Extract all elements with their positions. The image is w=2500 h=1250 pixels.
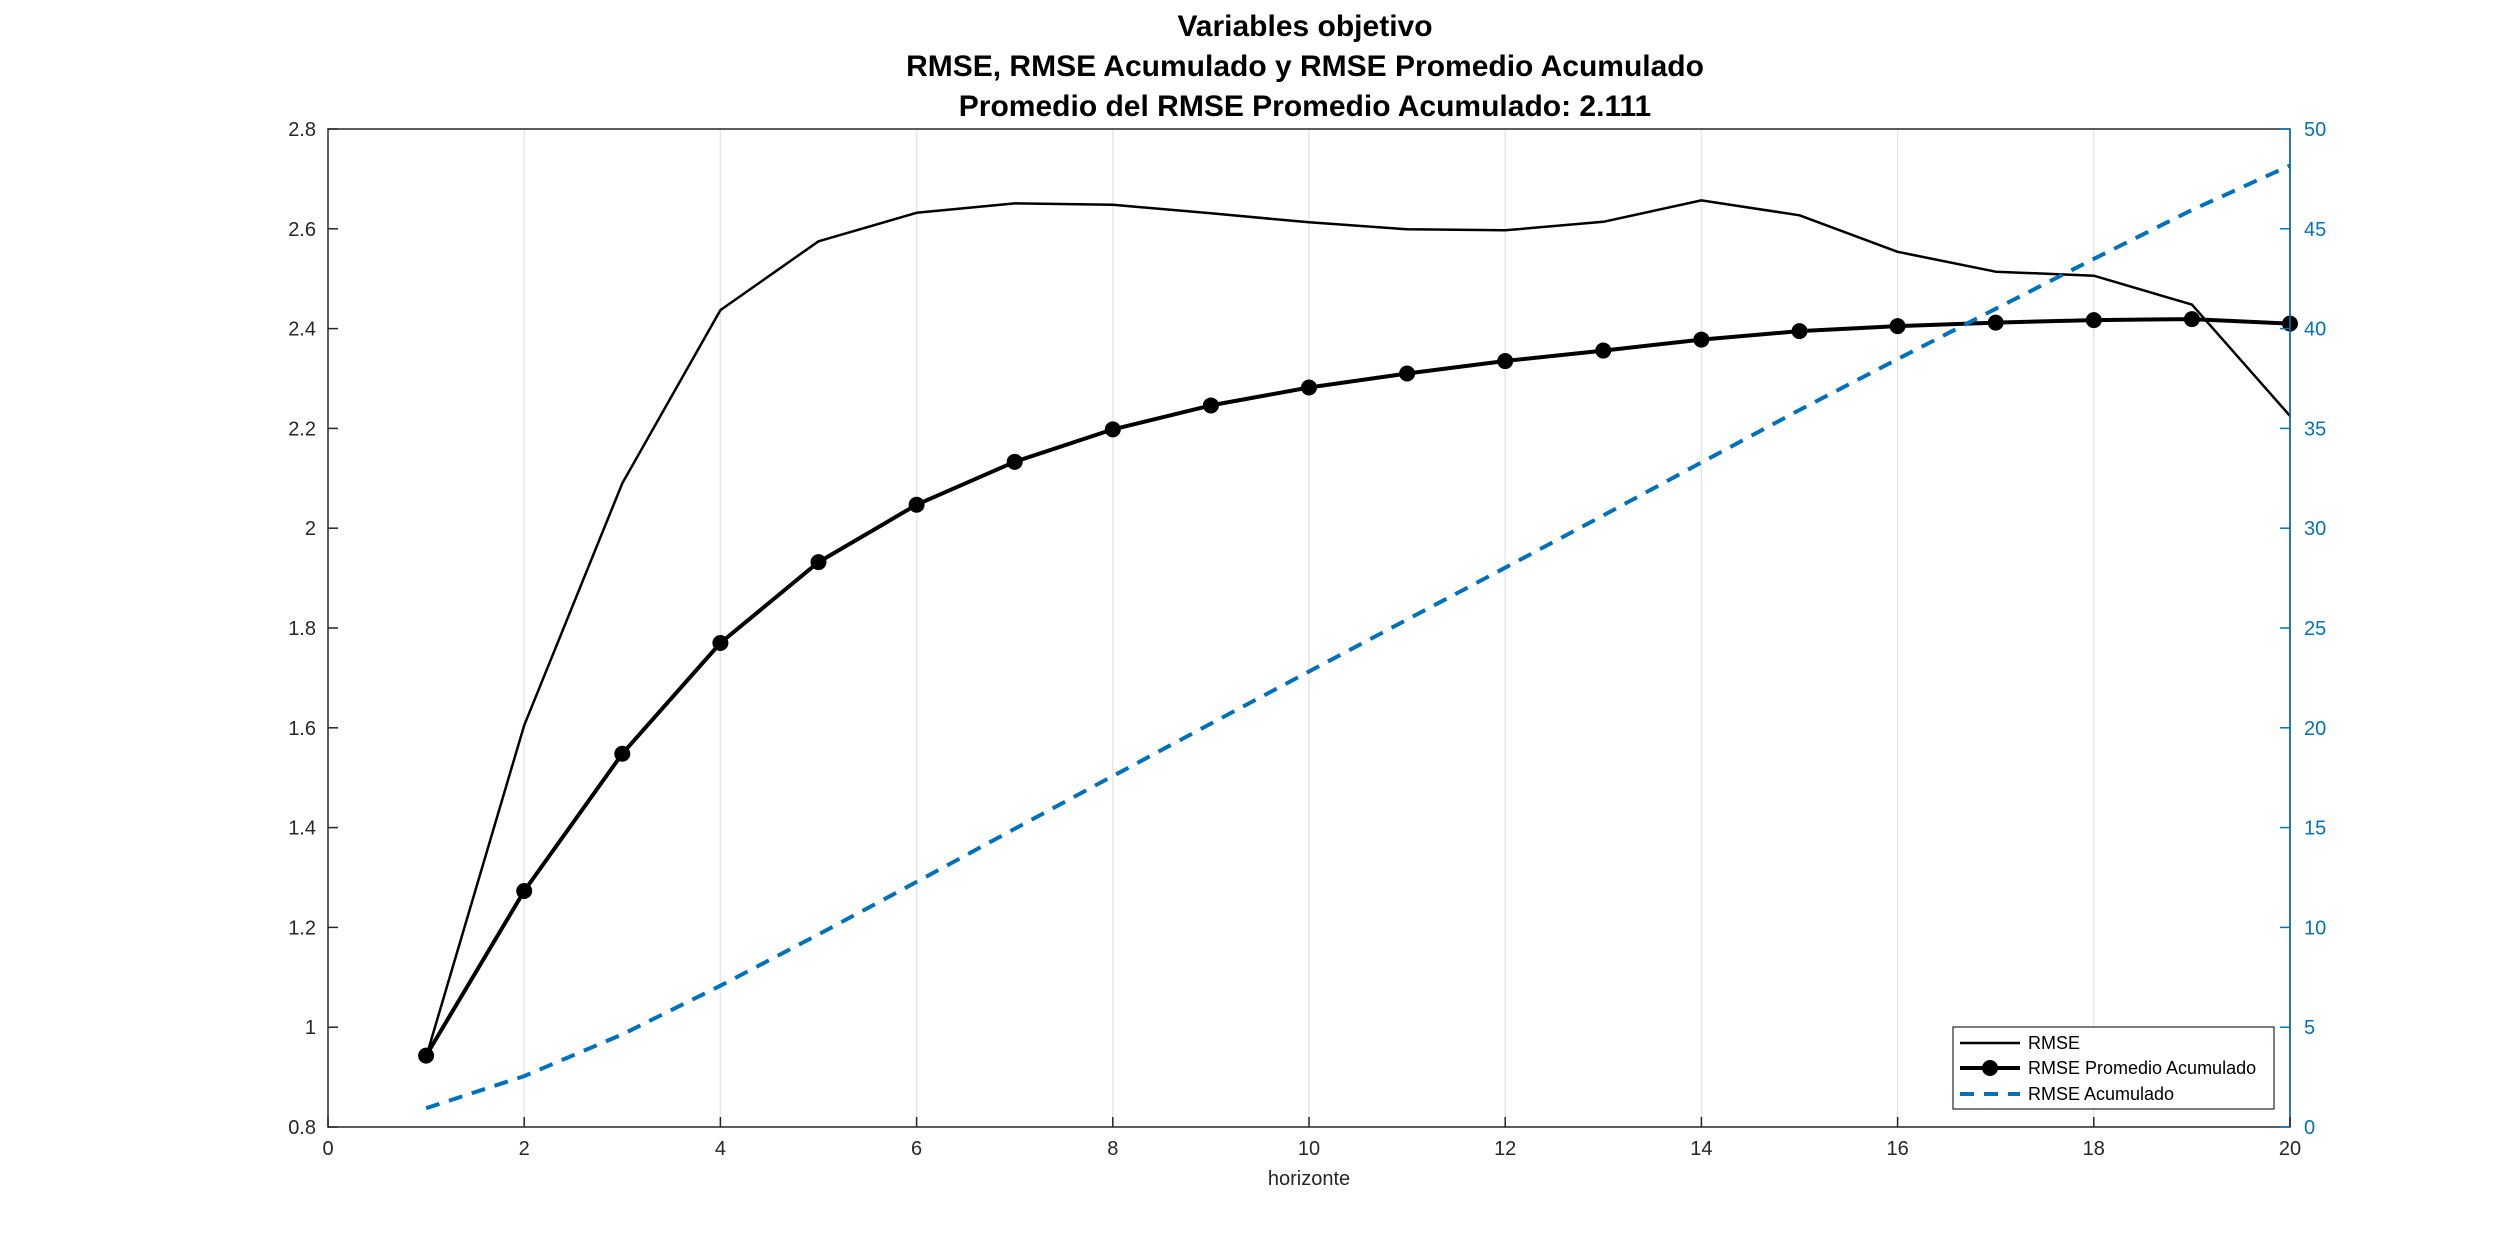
- chart-title: Variables objetivo RMSE, RMSE Acumulado …: [906, 10, 1704, 123]
- series-point-rmse-promedio-acumulado: [516, 882, 533, 899]
- x-axis-label: horizonte: [1268, 1168, 1350, 1190]
- y-tick-label-left: 1.2: [288, 917, 316, 939]
- legend-box: [1952, 1026, 2275, 1110]
- series-point-rmse-promedio-acumulado: [1791, 323, 1808, 340]
- y-tick-label-left: 1.8: [288, 618, 316, 640]
- series-point-rmse-promedio-acumulado: [1202, 397, 1219, 414]
- legend-label-rmse-acumulado: RMSE Acumulado: [2028, 1084, 2174, 1104]
- x-tick-label: 20: [2279, 1138, 2301, 1160]
- y-tick-label-left: 2.4: [288, 319, 316, 341]
- y-tick-label-left: 2: [305, 518, 316, 540]
- legend[interactable]: RMSE RMSE Promedio Acumulado RMSE Acumul…: [1952, 1026, 2275, 1110]
- series-point-rmse-promedio-acumulado: [2183, 311, 2200, 328]
- series-point-rmse-promedio-acumulado: [1595, 342, 1612, 359]
- x-tick-label: 18: [2083, 1138, 2105, 1160]
- y-tick-label-right: 40: [2304, 319, 2326, 341]
- series-point-rmse-promedio-acumulado: [1693, 331, 1710, 348]
- y-tick-label-right: 0: [2304, 1117, 2315, 1139]
- x-tick-label: 8: [1107, 1138, 1118, 1160]
- series-point-rmse-promedio-acumulado: [1987, 314, 2004, 331]
- grid-lines: [523, 129, 2095, 1127]
- y-tick-label-left: 2.8: [288, 119, 316, 141]
- series-point-rmse-promedio-acumulado: [712, 634, 729, 651]
- y-tick-label-right: 20: [2304, 718, 2326, 740]
- series-point-rmse-promedio-acumulado: [1006, 453, 1023, 470]
- series-point-rmse-promedio-acumulado: [1301, 379, 1317, 396]
- x-tick-label: 4: [715, 1138, 726, 1160]
- y-tick-label-right: 45: [2304, 219, 2326, 241]
- series-point-rmse-promedio-acumulado: [1889, 318, 1906, 335]
- x-tick-label: 0: [322, 1138, 333, 1160]
- y-tick-label-right: 35: [2304, 418, 2326, 440]
- chart-title-line-2: RMSE, RMSE Acumulado y RMSE Promedio Acu…: [906, 50, 1704, 83]
- y-tick-label-right: 30: [2304, 518, 2326, 540]
- y-tick-label-left: 2.6: [288, 219, 316, 241]
- series-point-rmse-promedio-acumulado: [418, 1047, 435, 1064]
- legend-marker-rmse-promedio: [1982, 1060, 1998, 1076]
- x-tick-label: 2: [519, 1138, 530, 1160]
- legend-label-rmse-promedio: RMSE Promedio Acumulado: [2028, 1058, 2256, 1078]
- y-tick-label-left: 0.8: [288, 1117, 316, 1139]
- y-tick-label-right: 25: [2304, 618, 2326, 640]
- x-tick-label: 16: [1886, 1138, 1908, 1160]
- series-point-rmse-promedio-acumulado: [2085, 312, 2102, 329]
- y-tick-label-left: 1: [305, 1017, 316, 1039]
- series-point-rmse-promedio-acumulado: [810, 554, 827, 571]
- y-tick-label-right: 10: [2304, 917, 2326, 939]
- series-point-rmse-promedio-acumulado: [614, 745, 631, 762]
- y-tick-label-left: 1.6: [288, 718, 316, 740]
- y-tick-label-right: 5: [2304, 1017, 2315, 1039]
- series-line-rmse: [424, 199, 2291, 1058]
- chart-title-line-1: Variables objetivo: [1177, 10, 1432, 43]
- y-tick-label-right: 50: [2304, 119, 2326, 141]
- x-tick-label: 12: [1494, 1138, 1516, 1160]
- y-axis-left: 0.8 1 1.2 1.4 1.6 1.8 2 2.2 2.4 2.6 2.8: [288, 119, 338, 1139]
- series-point-rmse-promedio-acumulado: [1104, 421, 1121, 438]
- x-tick-label: 6: [911, 1138, 922, 1160]
- chart-title-line-3: Promedio del RMSE Promedio Acumulado: 2.…: [959, 90, 1651, 123]
- series-point-rmse-promedio-acumulado: [908, 496, 925, 513]
- series-line-rmse-acumulado: [425, 163, 2291, 1111]
- series-point-rmse-promedio-acumulado: [1497, 353, 1514, 370]
- plot-area: [327, 128, 2298, 1128]
- y-tick-label-left: 1.4: [288, 818, 316, 840]
- x-tick-label: 14: [1690, 1138, 1712, 1160]
- series-layer: [418, 163, 2298, 1111]
- legend-label-rmse: RMSE: [2028, 1033, 2080, 1053]
- y-axis-right: 0 5 10 15 20 25 30 35 40 45 50: [2280, 119, 2326, 1139]
- y-tick-label-left: 2.2: [288, 418, 316, 440]
- series-point-rmse-promedio-acumulado: [1399, 365, 1416, 382]
- x-tick-label: 10: [1298, 1138, 1320, 1160]
- x-axis: 0 2 4 6 8 10 12 14 16 18 20: [322, 1117, 2301, 1160]
- series-line-rmse-promedio-acumulado: [424, 317, 2291, 1057]
- y-tick-label-right: 15: [2304, 818, 2326, 840]
